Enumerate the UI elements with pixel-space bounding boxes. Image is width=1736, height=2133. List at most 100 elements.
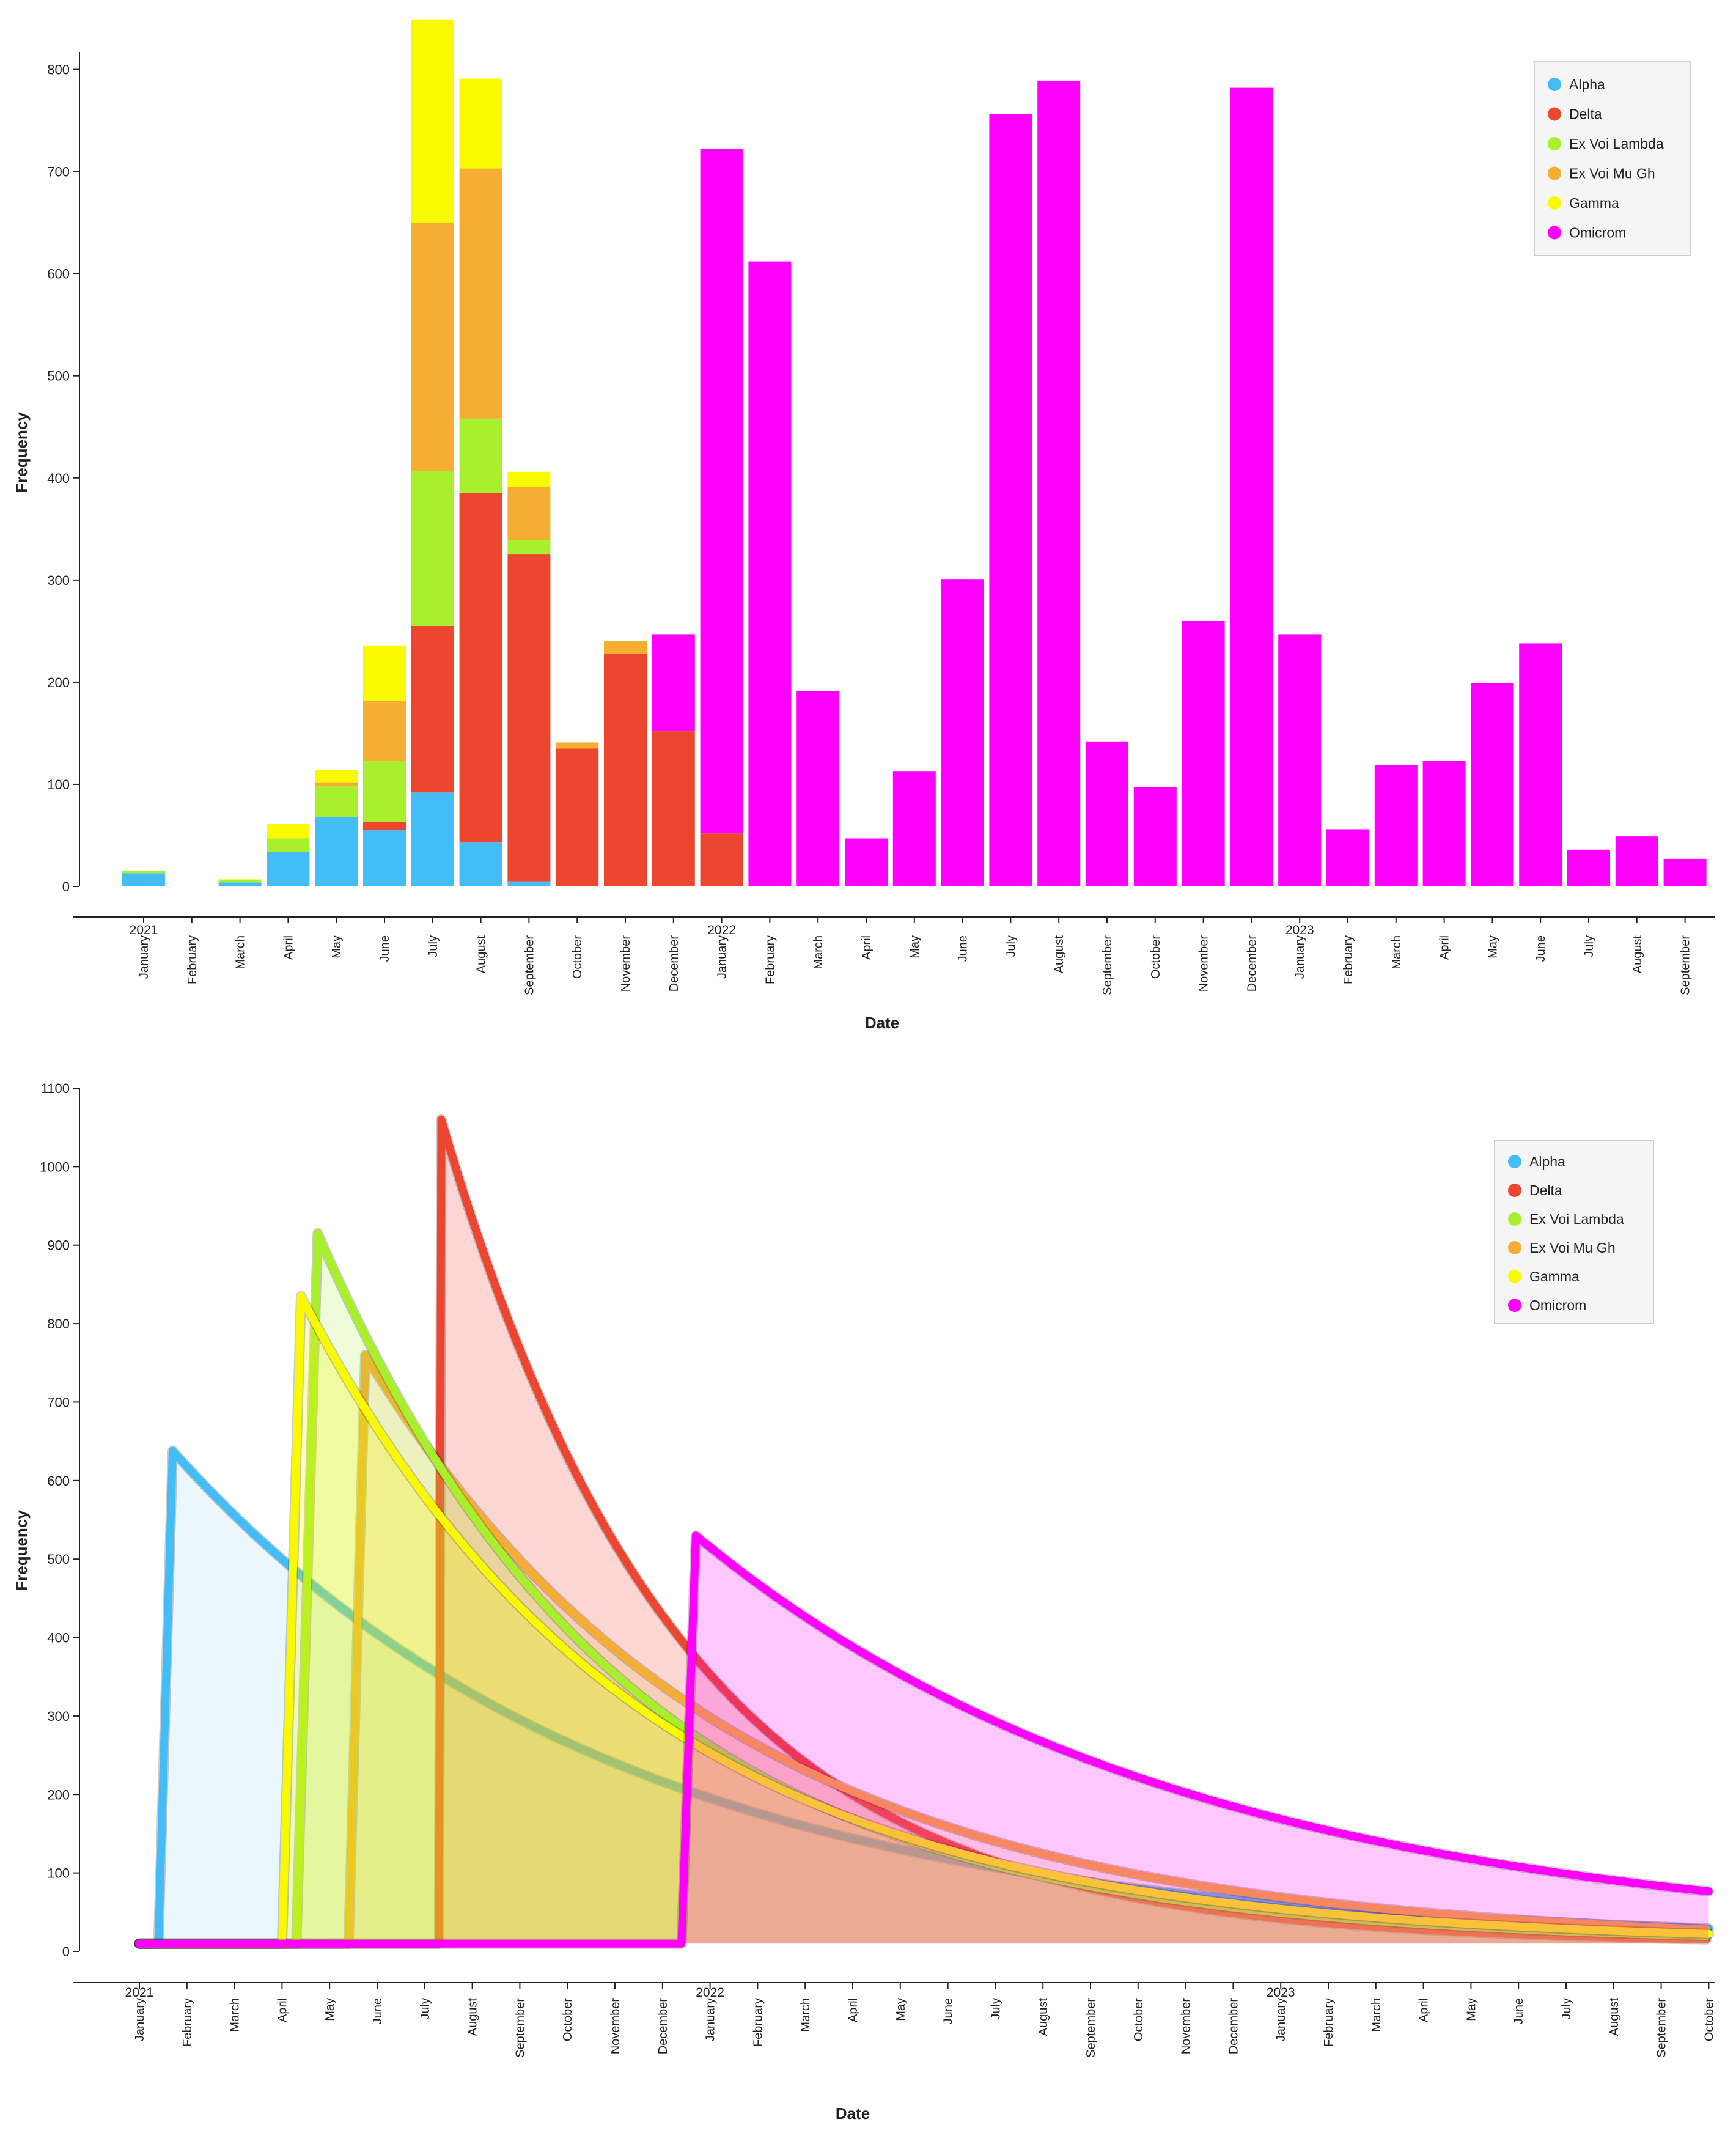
y-tick-label: 500: [47, 369, 70, 384]
legend-marker: [1508, 1270, 1521, 1283]
x-tick-label: April: [860, 935, 874, 960]
bar-omicrom: [1278, 634, 1322, 886]
x-tick-label: January: [133, 1998, 147, 2041]
bar-ex-voi-lambda: [267, 838, 310, 852]
bar-ex-voi-lambda: [218, 880, 262, 883]
x-tick-label: June: [371, 1998, 384, 2024]
y-tick-label: 200: [47, 1787, 70, 1802]
legend-marker: [1548, 196, 1561, 210]
x-tick-label: February: [751, 1998, 765, 2047]
legend-label: Ex Voi Lambda: [1529, 1211, 1624, 1227]
bar-ex-voi-mu-gh: [411, 223, 454, 471]
y-tick-label: 800: [47, 62, 70, 78]
bar-delta: [363, 822, 406, 831]
bar-alpha: [122, 873, 165, 886]
bar-omicrom: [892, 771, 936, 886]
bar-alpha: [459, 842, 502, 886]
x-tick-label: August: [1053, 935, 1066, 974]
bar-ex-voi-mu-gh: [459, 168, 502, 419]
stacked-bar-chart: 0 100 200 300 400 500 600 700 800 Frequency Januar…: [12, 19, 1715, 1032]
legend-marker: [1508, 1299, 1521, 1312]
y-tick-label: 0: [62, 879, 70, 894]
x-tick-label: July: [1583, 935, 1596, 957]
bar-omicrom: [1422, 761, 1466, 886]
area-gamma: [282, 1296, 1709, 1944]
x-tick-label: March: [799, 1998, 812, 2032]
bar-delta: [556, 748, 599, 886]
y-tick-label: 100: [47, 1866, 70, 1881]
y-tick-label: 500: [47, 1552, 70, 1567]
x-tick-label: May: [1486, 935, 1499, 959]
legend-label: Ex Voi Lambda: [1569, 136, 1664, 152]
bar-omicrom: [1230, 87, 1273, 887]
x-tick-label: August: [1608, 1998, 1621, 2036]
bar-alpha: [267, 852, 310, 886]
x-tick-label: November: [1180, 1998, 1193, 2055]
bar-gamma: [218, 879, 262, 880]
legend-box: [1534, 61, 1691, 256]
legend-label: Alpha: [1569, 76, 1605, 92]
bar-alpha: [411, 792, 454, 886]
bar-delta: [700, 833, 743, 886]
x-tick-label: July: [989, 1998, 1002, 2020]
x-axis-title: Date: [836, 2104, 870, 2123]
bar-gamma: [507, 471, 551, 487]
bar-omicrom: [1086, 741, 1128, 886]
legend-marker: [1548, 137, 1561, 150]
y-tick-label: 200: [47, 675, 70, 690]
bar-omicrom: [1133, 787, 1177, 886]
area-alpha: [158, 1451, 1709, 1944]
bar-omicrom: [1519, 643, 1562, 886]
legend-label: Gamma: [1529, 1269, 1580, 1284]
y-tick-label: 900: [47, 1238, 70, 1253]
area-ex-voi-lambda: [296, 1233, 1709, 1944]
x-tick-label: October: [561, 1998, 575, 2041]
x-tick-label: November: [619, 935, 633, 992]
x-tick-label: December: [668, 935, 681, 992]
y-axis-title: Frequency: [12, 1510, 31, 1591]
year-label: 2022: [707, 923, 736, 937]
x-axis-title: Date: [865, 1014, 899, 1032]
y-tick-label: 100: [47, 777, 70, 792]
x-tick-label: January: [138, 935, 151, 979]
bar-ex-voi-lambda: [363, 761, 406, 822]
y-tick-label: 600: [47, 267, 70, 282]
x-tick-label: January: [1274, 1998, 1288, 2041]
x-tick-label: June: [1512, 1998, 1526, 2024]
bar-ex-voi-mu-gh: [604, 641, 647, 654]
x-tick-label: August: [1037, 1998, 1050, 2036]
x-tick-label: October: [1702, 1998, 1716, 2041]
x-tick-label: September: [1084, 1998, 1098, 2058]
y-tick-label: 300: [47, 1709, 70, 1724]
x-tick-label: March: [234, 935, 248, 970]
y-tick-label: 800: [47, 1316, 70, 1332]
x-tick-label: August: [1631, 935, 1644, 974]
x-tick-label: May: [323, 1998, 337, 2021]
y-tick-label: 600: [47, 1473, 70, 1489]
x-tick-label: May: [908, 935, 922, 959]
x-tick-label: October: [1132, 1998, 1146, 2041]
year-label: 2021: [125, 1986, 154, 2000]
x-tick-label: March: [229, 1998, 242, 2032]
x-tick-label: December: [657, 1998, 670, 2055]
x-tick-label: August: [475, 935, 488, 974]
legend-box: [1494, 1140, 1654, 1324]
bar-gamma: [459, 78, 502, 169]
x-tick-label: January: [1293, 935, 1307, 979]
x-tick-label: September: [1655, 1998, 1669, 2058]
bar-ex-voi-lambda: [459, 418, 502, 493]
bar-omicrom: [796, 691, 840, 886]
x-tick-label: February: [186, 935, 199, 984]
y-tick-label: 0: [62, 1944, 70, 1959]
x-tick-label: October: [1149, 935, 1163, 979]
x-tick-label: December: [1245, 935, 1259, 992]
area-delta: [439, 1119, 1709, 1944]
x-tick-label: March: [1390, 935, 1403, 970]
y-tick-label: 1100: [41, 1081, 70, 1096]
year-label: 2022: [696, 1986, 724, 2000]
legend-label: Omicrom: [1569, 225, 1626, 241]
curve-gamma: [135, 1292, 1713, 1948]
y-tick-label: 700: [47, 1394, 70, 1410]
x-tick-label: July: [1560, 1998, 1573, 2020]
year-label: 2021: [130, 923, 158, 937]
